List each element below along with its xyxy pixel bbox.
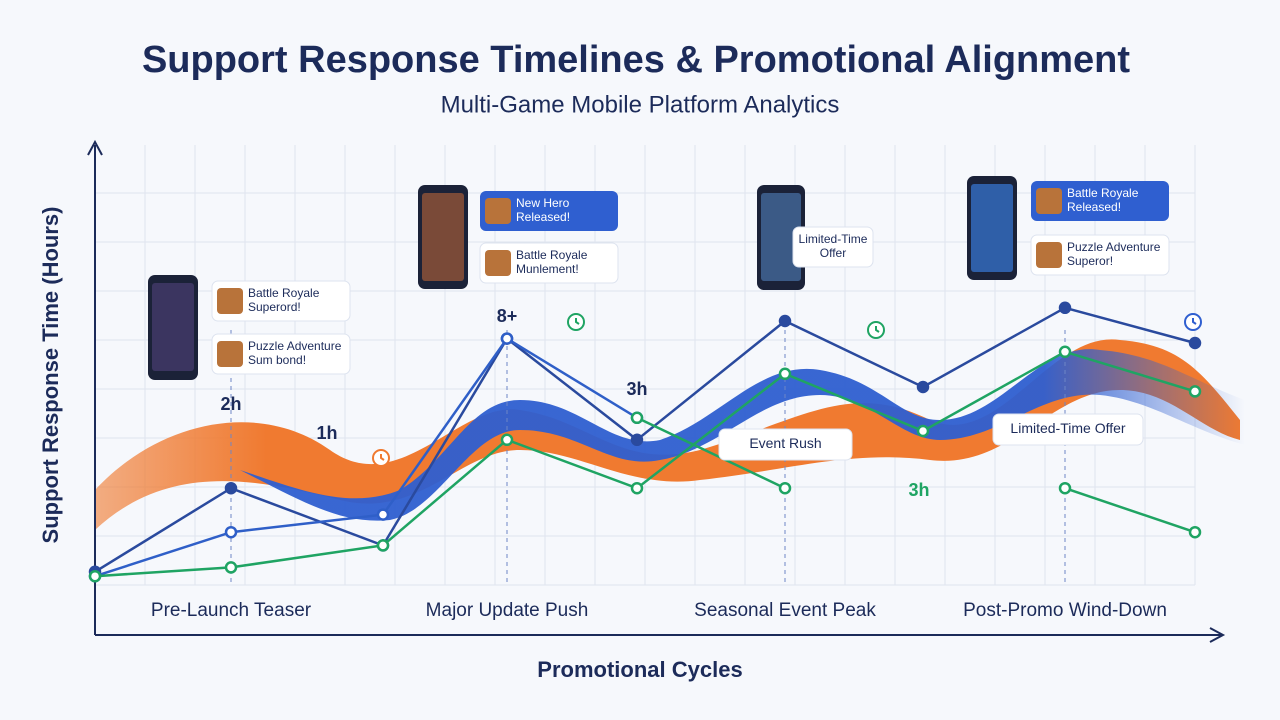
ribbon-orange [95,339,1240,530]
x-tick-label: Seasonal Event Peak [694,600,876,621]
annotation: Puzzle Adventure Superor! [1067,240,1161,268]
data-point [1058,345,1072,359]
callout-card [479,242,619,284]
annotation: Limited-Time Offer [1010,420,1125,436]
game-icon [1036,188,1062,214]
callout-card [792,226,874,268]
x-axis-arrow [1209,627,1226,643]
y-axis-arrow [87,139,103,156]
x-tick-label: Post-Promo Wind-Down [963,600,1167,621]
x-axis-label: Promotional Cycles [537,657,742,682]
annotation: 3h [626,379,647,399]
game-icon [217,341,243,367]
data-point [500,433,514,447]
data-point [778,367,792,381]
data-point [1058,481,1072,495]
data-point [1188,336,1202,350]
data-point [916,424,930,438]
phone-screen [761,193,801,281]
ribbon-blue [240,349,1245,521]
phone-screen [422,193,464,281]
clock-hand [875,326,880,333]
annotation: Puzzle Adventure Sum bond! [248,339,342,367]
annotation: 2h [220,394,241,414]
game-icon [1036,242,1062,268]
chart-subtitle: Multi-Game Mobile Platform Analytics [441,91,840,118]
callout-card [480,191,618,231]
data-point [376,539,390,552]
data-point [630,433,644,447]
phone-screen [971,184,1013,272]
data-point [500,332,514,345]
annotation: Battle Royale Released! [1067,186,1139,214]
grid [94,145,1196,586]
data-point [1188,385,1202,398]
callout-card [1031,181,1169,221]
game-icon [485,198,511,224]
data-point [224,481,238,495]
callout-card [211,280,351,322]
data-point [630,411,644,425]
game-icon [485,250,511,276]
callout-card [718,428,853,461]
data-point [630,481,644,495]
annotation: Battle Royale Munlement! [516,248,588,276]
chart-title: Support Response Timelines & Promotional… [142,39,1130,81]
annotation: 8+ [497,306,518,326]
x-tick-label: Major Update Push [426,600,589,621]
data-point [916,380,930,394]
callout-card [992,413,1144,446]
annotation: New Hero Released! [516,196,570,224]
x-tick-label: Pre-Launch Teaser [151,600,312,621]
clock-hand [1192,318,1197,325]
callout-card [1030,234,1170,276]
data-point [224,561,238,574]
annotation: Limited-Time Offer [799,232,868,260]
game-icon [217,288,243,314]
callout-card [211,333,351,375]
y-axis-label: Support Response Time (Hours) [38,207,63,544]
data-point [778,481,792,495]
annotation: Event Rush [749,435,821,451]
data-point [778,314,792,328]
annotation: Battle Royale Superord! [248,286,320,314]
data-point [376,508,390,521]
data-point [88,569,102,583]
clock-hand [575,318,580,325]
series-line [636,416,1196,534]
data-point [224,525,238,539]
data-point [1058,301,1072,315]
annotation: 1h [316,423,337,443]
data-point [1188,525,1202,539]
phone-screen [152,283,194,371]
annotation: 3h [908,480,929,500]
clock-hand [380,454,385,461]
